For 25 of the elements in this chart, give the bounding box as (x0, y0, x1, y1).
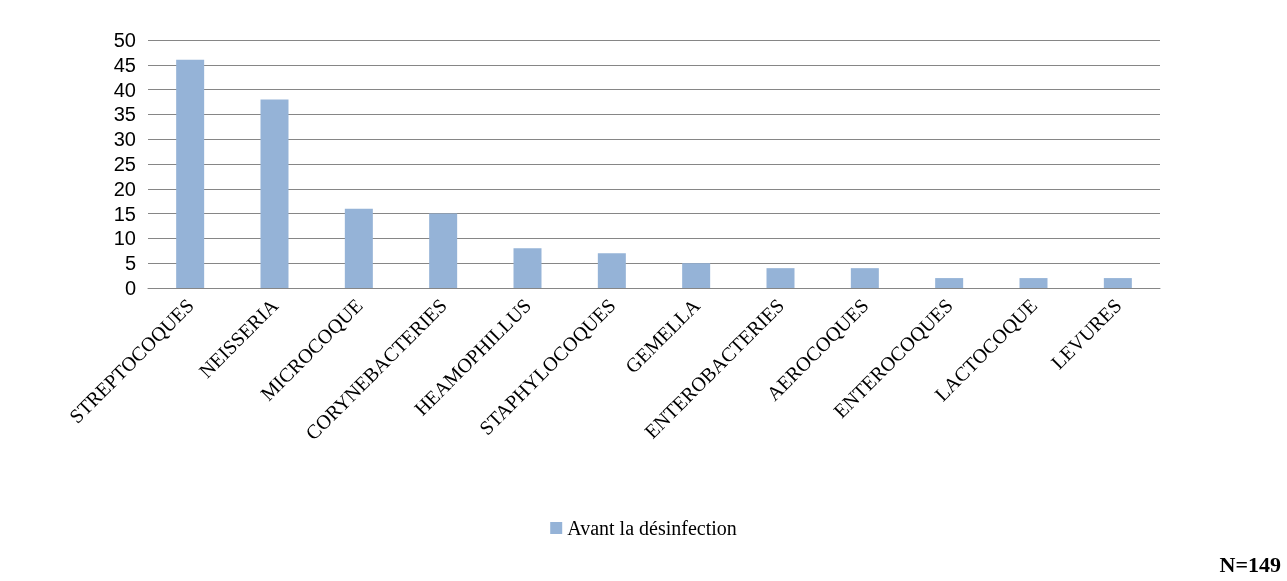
bar (597, 253, 626, 288)
y-tick-label: 20 (113, 177, 136, 200)
bar (1019, 278, 1048, 288)
bar (260, 99, 289, 288)
y-tick-label: 10 (113, 227, 136, 250)
y-tick-label: 45 (113, 53, 136, 76)
y-tick-label: 30 (113, 128, 136, 151)
y-tick-label: 25 (113, 153, 136, 175)
text: N=149 (1219, 551, 1282, 577)
bar (513, 248, 542, 288)
bar (766, 268, 795, 288)
y-tick-label: 50 (113, 29, 136, 51)
y-tick-label: 35 (113, 103, 136, 126)
bar (176, 59, 205, 288)
bar (429, 213, 458, 288)
bar (1103, 278, 1132, 288)
bar (682, 263, 711, 288)
legend-label: Avant la désinfection (567, 517, 737, 539)
y-tick-label: 15 (113, 202, 136, 225)
y-tick-label: 40 (113, 78, 136, 101)
bar (344, 208, 373, 288)
y-tick-label: 0 (124, 277, 136, 299)
y-tick-label: 5 (124, 252, 136, 275)
bar (850, 268, 879, 288)
bar (935, 278, 964, 288)
